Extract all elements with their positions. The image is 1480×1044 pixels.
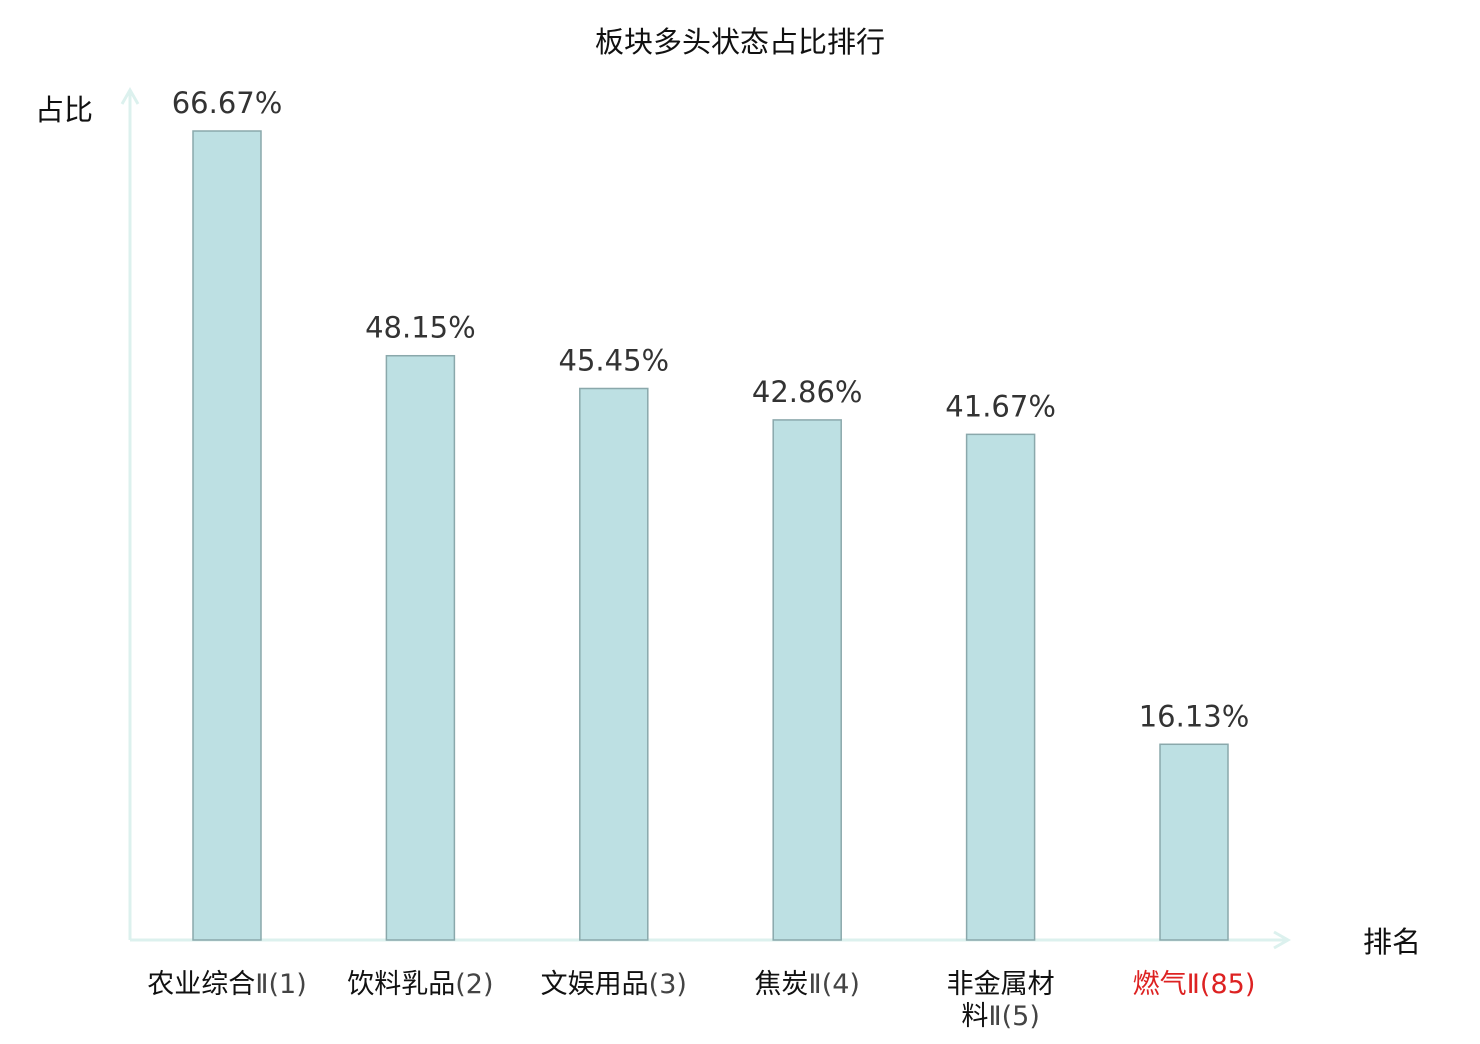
x-tick-label: 燃气Ⅱ(85): [1133, 969, 1256, 1000]
x-axis-arrow: [1273, 930, 1292, 950]
x-tick-label: 农业综合Ⅱ(1): [147, 969, 307, 1000]
y-axis-label: 占比: [35, 93, 93, 127]
value-labels: 66.67% 48.15% 45.45% 42.86% 41.67% 16.13%: [172, 86, 1250, 733]
x-tick-label: 文娱用品(3): [541, 969, 687, 1000]
data-label: 66.67%: [172, 86, 283, 120]
x-axis-label: 排名: [1363, 925, 1421, 959]
data-label: 45.45%: [559, 343, 670, 377]
x-tick-labels: 农业综合Ⅱ(1) 饮料乳品(2) 文娱用品(3) 焦炭Ⅱ(4) 非金属材料Ⅱ(5) 燃气Ⅱ…: [147, 969, 1255, 1032]
bar: [965, 433, 1036, 941]
x-tick-label: 非金属材料Ⅱ(5): [947, 969, 1055, 1032]
axes: [120, 86, 1292, 950]
data-label: 48.15%: [365, 311, 476, 345]
bar: [385, 354, 456, 941]
chart-title: 板块多头状态占比排行: [595, 25, 885, 59]
bar: [579, 387, 649, 941]
x-tick-label: 焦炭Ⅱ(4): [754, 969, 860, 1000]
x-tick-label: 饮料乳品(2): [347, 969, 493, 1000]
data-label: 16.13%: [1139, 699, 1250, 733]
bar-series: [192, 130, 1229, 941]
bar: [1159, 743, 1229, 941]
bar: [192, 130, 262, 941]
data-label: 42.86%: [752, 375, 863, 409]
y-axis-arrow: [120, 86, 140, 105]
bar: [772, 419, 842, 941]
data-label: 41.67%: [945, 389, 1056, 423]
